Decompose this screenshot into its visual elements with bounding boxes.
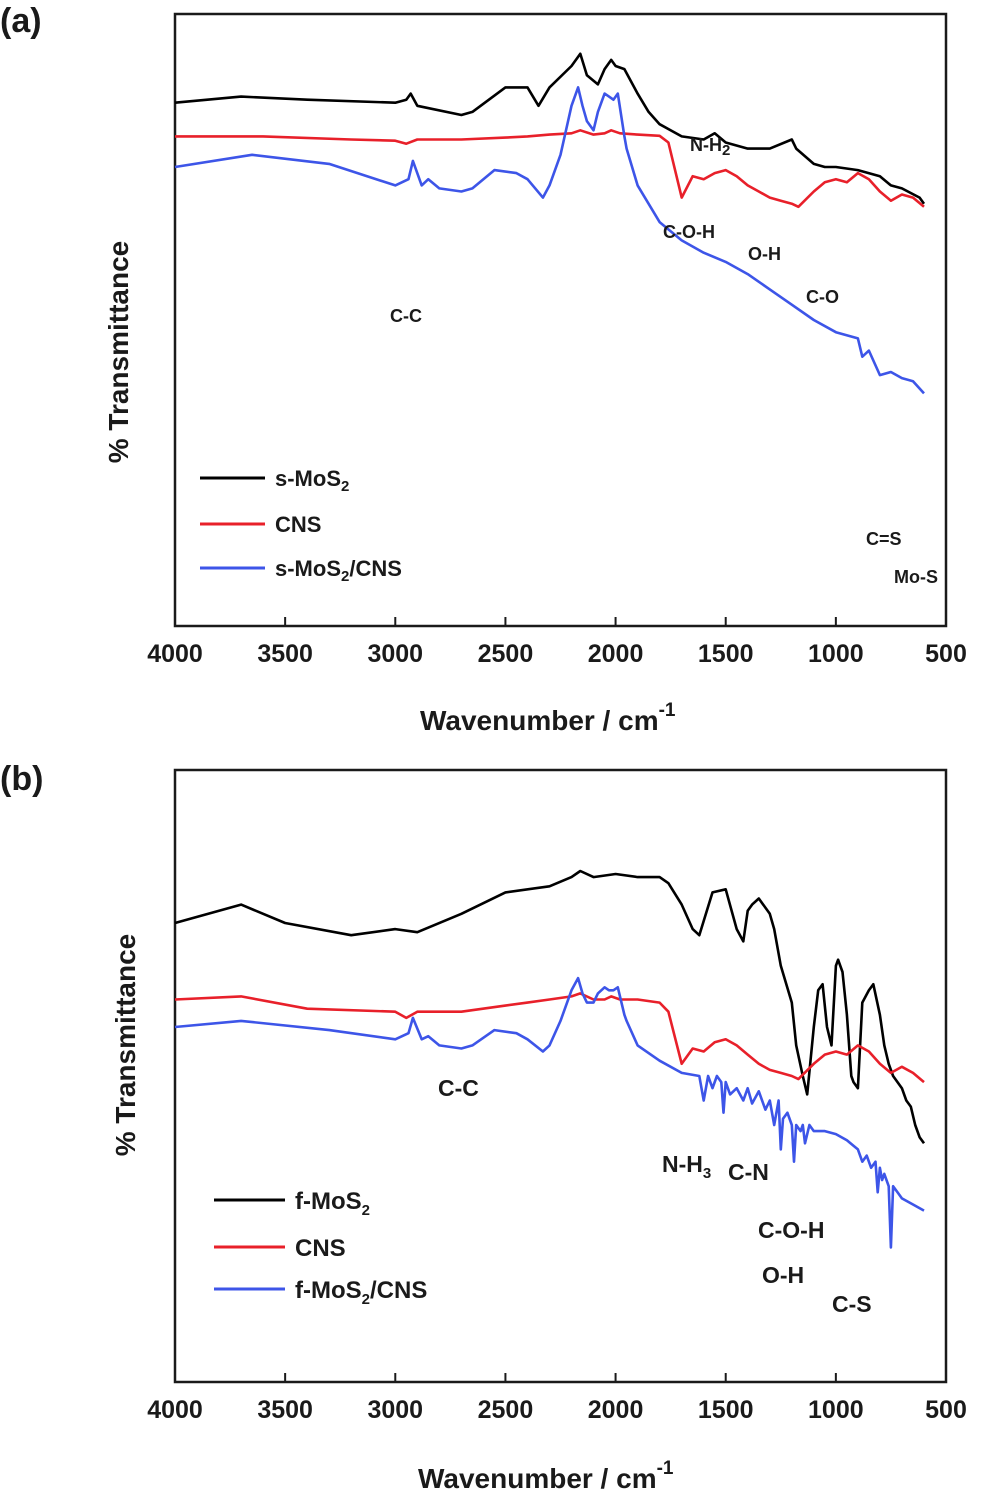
panel-a-series-s-mos2-cns bbox=[174, 86, 925, 395]
panel-b-x-label: Wavenumber / cm-1 bbox=[418, 1458, 674, 1494]
panel-b-annotation-cs: C-S bbox=[832, 1291, 872, 1317]
panel-b-x-tick-label-4000: 4000 bbox=[147, 1396, 203, 1424]
panel-a-x-tick-label-3500: 3500 bbox=[257, 640, 313, 668]
panel-b-annotation-nh3: N-H3 bbox=[662, 1151, 711, 1182]
panel-a-x-tick-label-2000: 2000 bbox=[588, 640, 644, 668]
legend-b-label-fmos2: f-MoS2 bbox=[295, 1188, 370, 1219]
panel-a-annotation-co: C-O bbox=[806, 287, 839, 307]
panel-a-x-axis: 4000 3500 3000 2500 2000 1500 1000 500 bbox=[147, 617, 967, 668]
legend-b-label-cns: CNS bbox=[295, 1235, 346, 1262]
panel-a-annotation-cc: C-C bbox=[390, 306, 422, 326]
panel-b-x-tick-label-2500: 2500 bbox=[478, 1396, 534, 1424]
legend-a-label-cns: CNS bbox=[275, 512, 321, 537]
panel-b-label: (b) bbox=[0, 760, 43, 798]
legend-a-label-smos2-cns: s-MoS2/CNS bbox=[275, 556, 402, 585]
panel-a-x-tick-label-1000: 1000 bbox=[808, 640, 864, 668]
panel-a-plot-area bbox=[173, 12, 948, 628]
panel-b-x-tick-label-1500: 1500 bbox=[698, 1396, 754, 1424]
panel-a-x-tick-label-1500: 1500 bbox=[698, 640, 754, 668]
panel-b-series-cns bbox=[174, 992, 925, 1084]
panel-b-traces bbox=[174, 869, 926, 1249]
panel-a-label: (a) bbox=[0, 2, 42, 40]
panel-b-annotation-cc: C-C bbox=[438, 1075, 479, 1101]
panel-b-x-axis: 4000 3500 3000 2500 2000 1500 1000 500 bbox=[147, 1373, 967, 1424]
panel-b-x-tick-label-2000: 2000 bbox=[588, 1396, 644, 1424]
legend-a-label-smos2: s-MoS2 bbox=[275, 466, 349, 495]
panel-a-annotation-oh: O-H bbox=[748, 244, 781, 264]
panel-b-series-f-mos2-cns bbox=[174, 976, 925, 1249]
panel-a-y-label: % Transmittance bbox=[103, 241, 134, 464]
panel-b-annotation-oh: O-H bbox=[762, 1262, 804, 1288]
panel-b-x-tick-label-1000: 1000 bbox=[808, 1396, 864, 1424]
panel-a-series-s-mos2 bbox=[174, 52, 926, 205]
legend-b-label-fmos2-cns: f-MoS2/CNS bbox=[295, 1277, 427, 1308]
panel-a-x-tick-label-500: 500 bbox=[925, 640, 967, 668]
panel-a-annotation-nh2: N-H2 bbox=[690, 135, 730, 159]
panel-a-series-cns bbox=[175, 129, 925, 209]
panel-a-annotation-cs: C=S bbox=[866, 529, 902, 549]
panel-a-x-tick-label-2500: 2500 bbox=[478, 640, 534, 668]
panel-a-traces bbox=[174, 52, 926, 395]
panel-a-x-tick-label-3000: 3000 bbox=[367, 640, 423, 668]
panel-b-annotation-cn: C-N bbox=[728, 1159, 769, 1185]
panel-b-annotation-coh: C-O-H bbox=[758, 1217, 824, 1243]
panel-b-series-f-mos2 bbox=[174, 869, 926, 1145]
panel-a-annotation-mos: Mo-S bbox=[894, 567, 938, 587]
panel-b-x-tick-label-3500: 3500 bbox=[257, 1396, 313, 1424]
panel-b-legend: f-MoS2 CNS f-MoS2/CNS bbox=[214, 1188, 427, 1308]
panel-a-x-label: Wavenumber / cm-1 bbox=[420, 700, 676, 736]
panel-b-x-tick-label-3000: 3000 bbox=[367, 1396, 423, 1424]
panel-a-legend: s-MoS2 CNS s-MoS2/CNS bbox=[200, 466, 402, 585]
panel-a-annotation-coh: C-O-H bbox=[663, 222, 715, 242]
panel-b-x-tick-label-500: 500 bbox=[925, 1396, 967, 1424]
panel-b-y-label: % Transmittance bbox=[110, 934, 141, 1157]
panel-b-plot-area bbox=[173, 768, 948, 1384]
panel-a-x-tick-label-4000: 4000 bbox=[147, 640, 203, 668]
